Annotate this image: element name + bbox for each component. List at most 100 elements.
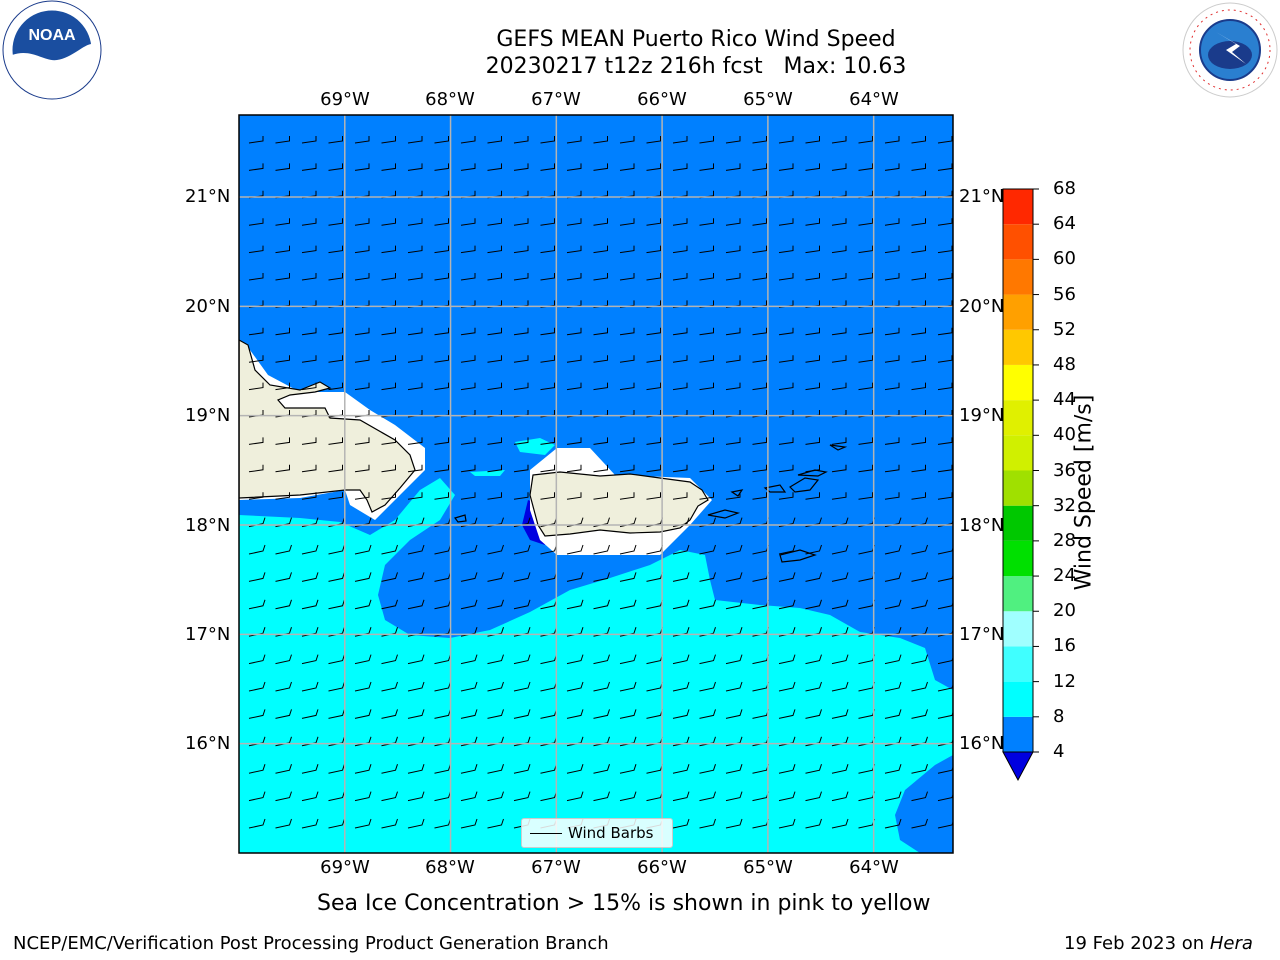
wind-barb (487, 382, 502, 391)
wind-barb (831, 492, 847, 500)
wind-barb (513, 492, 529, 500)
island-virgin (789, 477, 820, 493)
wind-barb (513, 136, 529, 144)
wind-barb (805, 736, 822, 747)
wind-barb (381, 355, 396, 363)
wind-barb (858, 163, 873, 171)
wind-barb (725, 273, 741, 281)
wind-barb (884, 764, 902, 774)
wind-barb (884, 492, 900, 500)
colorbar-tick-label: 40 (1053, 424, 1076, 446)
wind-barb (937, 738, 953, 747)
wind-barb (301, 599, 319, 610)
wind-barb (593, 544, 610, 555)
wind-barb (672, 544, 690, 555)
wind-barb (434, 218, 449, 226)
wind-barb (487, 464, 502, 473)
lat-label-left: 21°N (185, 186, 231, 207)
wind-barb (937, 628, 953, 637)
wind-barb (937, 218, 953, 226)
wind-barb (699, 492, 714, 500)
wind-barb (752, 136, 767, 144)
wind-barb (884, 163, 900, 171)
wind-barb (407, 163, 423, 171)
wind-barb (699, 791, 716, 802)
wind-barb (460, 218, 476, 226)
wind-barb (487, 163, 502, 171)
wind-barb (884, 791, 902, 802)
map-subtitle: 20230217 t12z 216h fcst Max: 10.63 (485, 54, 907, 79)
wind-barb (884, 627, 902, 637)
wind-barb (725, 681, 743, 692)
lon-label-bottom: 69°W (320, 857, 370, 878)
wind-barb (487, 327, 502, 336)
colorbar-segment (1003, 716, 1033, 752)
wind-barb (805, 382, 820, 391)
wind-barb (513, 544, 531, 555)
wind-barb (460, 492, 476, 500)
wind-barb (884, 437, 900, 445)
wind-barb (275, 599, 292, 610)
island-anguilla (829, 444, 848, 451)
wind-barb (805, 681, 822, 692)
wind-barb (248, 136, 264, 144)
colorbar-tick-label: 44 (1053, 389, 1076, 411)
footer-date-text: 19 Feb 2023 on (1064, 933, 1210, 954)
wind-barb (275, 492, 290, 500)
wind-barb (725, 544, 743, 555)
wind-barb (911, 599, 928, 610)
wind-barb (460, 599, 478, 610)
colorbar-tick-label: 4 (1053, 741, 1065, 762)
wind-barb (487, 136, 502, 144)
wind-barb (513, 791, 531, 802)
wind-barb (884, 736, 902, 747)
wind-barb (805, 273, 820, 281)
wind-barb (381, 791, 398, 802)
wind-barb (858, 273, 873, 281)
lat-label-right: 18°N (959, 515, 1005, 536)
wind-barb (646, 355, 661, 363)
wind-barb (752, 163, 767, 171)
wind-barb (407, 464, 423, 473)
lat-label-left: 19°N (185, 405, 231, 426)
wind-barb (407, 599, 425, 610)
wind-barb (248, 163, 264, 171)
wind-barb (407, 273, 423, 281)
wind-barb (831, 136, 847, 144)
wind-barb (593, 736, 610, 747)
wind-barb (381, 382, 396, 391)
wind-barb (805, 709, 822, 719)
wind-barb (248, 791, 266, 802)
wind-barb (672, 355, 688, 363)
wind-barb (328, 273, 343, 281)
wind-barb (778, 709, 796, 719)
wind-barb (487, 818, 504, 829)
wind-barb (460, 273, 476, 281)
wind-barb (301, 818, 319, 829)
wind-barb (937, 136, 953, 144)
wind-barb (699, 355, 714, 363)
wind-barb (487, 599, 504, 610)
wind-barb (328, 736, 345, 747)
legend: Wind Barbs (521, 818, 673, 848)
wind-barb (487, 736, 504, 747)
wind-barb (699, 654, 716, 665)
wind-barb (328, 654, 345, 665)
wind-barb (858, 492, 873, 500)
wind-barb (275, 681, 292, 692)
wind-barb (460, 764, 478, 774)
wind-barb (328, 382, 343, 391)
wind-barb (619, 327, 635, 336)
wind-barb (248, 654, 266, 665)
wind-barb (884, 654, 902, 665)
wind-barb (937, 765, 953, 774)
wind-barb (381, 273, 396, 281)
footer-date: 19 Feb 2023 on Hera (1064, 933, 1253, 954)
wind-barb (354, 681, 372, 692)
wind-barb (566, 382, 582, 391)
footer-host: Hera (1209, 933, 1253, 954)
wind-barb (619, 544, 637, 555)
wind-barb (884, 327, 900, 336)
wind-barb (354, 273, 370, 281)
